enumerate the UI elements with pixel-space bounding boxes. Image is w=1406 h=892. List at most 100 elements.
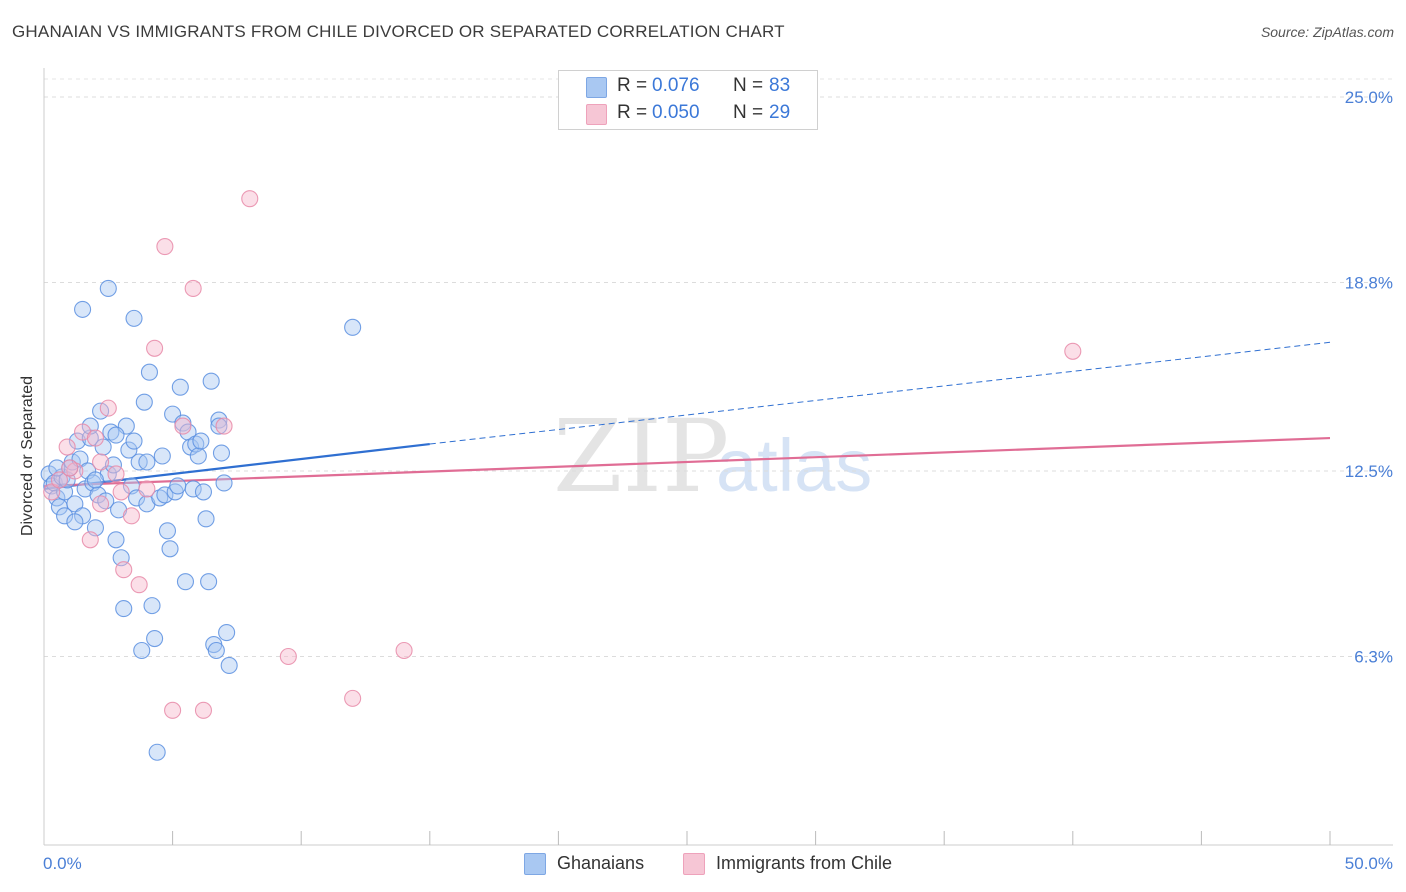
ghanaian-point (212, 444, 231, 462)
legend-r-value: 0.076 (652, 75, 700, 96)
ghanaian-point (169, 477, 187, 495)
chile-point (344, 689, 362, 707)
chile-point (279, 647, 297, 666)
x-tick-label: 50.0% (1345, 854, 1393, 873)
correlation-legend: R = 0.076 N = 83 R = 0.050 N = 29 (558, 70, 818, 130)
ghanaian-point (176, 573, 195, 591)
chile-point (130, 576, 148, 594)
chile-point (86, 429, 104, 447)
ghanaian-point (184, 480, 202, 498)
legend-swatch-chile (586, 104, 607, 125)
ghanaian-point (135, 393, 153, 411)
ghanaian-point (197, 510, 215, 528)
chile-point (241, 190, 259, 208)
chile-point (61, 459, 79, 477)
chile-point (115, 561, 133, 579)
axes (43, 68, 1393, 846)
ghanaian-point (102, 423, 120, 441)
bottom-legend-label: Ghanaians (557, 853, 645, 873)
bottom-legend-swatch-chile (683, 853, 705, 875)
chile-point (99, 399, 117, 417)
y-tick-label: 6.3% (1354, 647, 1393, 666)
ghanaian-point (66, 513, 84, 531)
chile-point (43, 483, 61, 501)
ghanaian-point (189, 447, 207, 465)
bottom-legend-label: Immigrants from Chile (716, 853, 893, 873)
legend-r-value: 0.050 (652, 102, 700, 123)
ghanaian-point (125, 309, 143, 327)
source-label[interactable]: Source: ZipAtlas.com (1260, 24, 1394, 40)
chile-point (138, 480, 156, 498)
ghanaian-point (156, 486, 174, 504)
legend-row-ghanaians: R = 0.076 N = 83 (559, 74, 817, 100)
chile-point (194, 701, 213, 719)
chile-point (395, 641, 413, 660)
chile-point (50, 471, 68, 489)
legend-swatch-ghanaians (586, 77, 607, 98)
ghanaian-point (153, 447, 171, 465)
ghanaian-point (218, 624, 236, 642)
chile-point (215, 417, 233, 435)
ghanaian-point (344, 318, 362, 336)
chile-point (92, 495, 110, 513)
ghanaian-point (220, 656, 238, 675)
ghanaian-point (161, 540, 179, 558)
ghanaian-point (151, 489, 169, 507)
ghanaian-point (56, 507, 74, 525)
legend-n-label: N = (733, 75, 764, 96)
chile-point (81, 531, 99, 549)
ghanaian-point (99, 279, 117, 297)
ghanaian-point (194, 483, 213, 501)
ghanaian-point (148, 743, 166, 761)
ghanaian-point (143, 597, 161, 615)
grid-lines (44, 78, 1393, 657)
ghanaian-point (207, 641, 225, 660)
ghanaian-point (215, 474, 233, 492)
chile-point (58, 438, 76, 456)
ghanaian-point (115, 600, 133, 618)
chile-point (1064, 342, 1082, 360)
ghanaian-point (97, 492, 115, 510)
chile-point (184, 279, 202, 297)
ghanaian-point (192, 432, 210, 450)
y-tick-label: 18.8% (1345, 273, 1393, 292)
ghanaian-point (171, 378, 189, 396)
chile-point (156, 238, 174, 256)
data-points (40, 190, 1082, 761)
legend-r-label: R = (617, 75, 648, 96)
chile-point (92, 453, 110, 471)
ghanaian-point (202, 372, 220, 390)
chile-point (107, 465, 125, 483)
chile-point (164, 701, 182, 719)
y-tick-label: 25.0% (1345, 88, 1393, 107)
chile-point (146, 339, 164, 357)
ghanaian-point (68, 432, 86, 450)
ghanaian-point (158, 522, 177, 540)
ghanaian-point (146, 629, 164, 648)
legend-row-chile: R = 0.050 N = 29 (559, 101, 817, 127)
chile-point (66, 462, 84, 480)
legend-r-label: R = (617, 102, 648, 123)
ghanaian-point (200, 573, 218, 591)
watermark-atlas: atlas (716, 424, 872, 507)
ghanaian-point (140, 363, 159, 381)
ghanaian-point (66, 495, 84, 513)
tick-labels: 6.3% 12.5% 18.8% 25.0% 0.0% 50.0% (43, 88, 1393, 873)
ghanaian-point (120, 441, 138, 459)
ghanaian-point (86, 471, 104, 489)
ghanaian-point (210, 417, 228, 435)
trend-line-ghanaians-extension (429, 341, 1331, 445)
trend-line-chile (43, 436, 1331, 488)
ghanaian-point (133, 641, 151, 660)
ghanaian-point (74, 300, 92, 318)
ghanaian-point (107, 426, 125, 444)
bottom-legend-swatch-ghanaians (524, 853, 546, 875)
x-tick-label: 0.0% (43, 854, 82, 873)
legend-n-value: 83 (769, 75, 791, 96)
watermark-zip: ZIP (553, 398, 729, 515)
chile-point (174, 417, 192, 435)
y-tick-label: 12.5% (1345, 462, 1393, 481)
chile-point (112, 483, 130, 501)
legend-n-label: N = (733, 102, 764, 123)
